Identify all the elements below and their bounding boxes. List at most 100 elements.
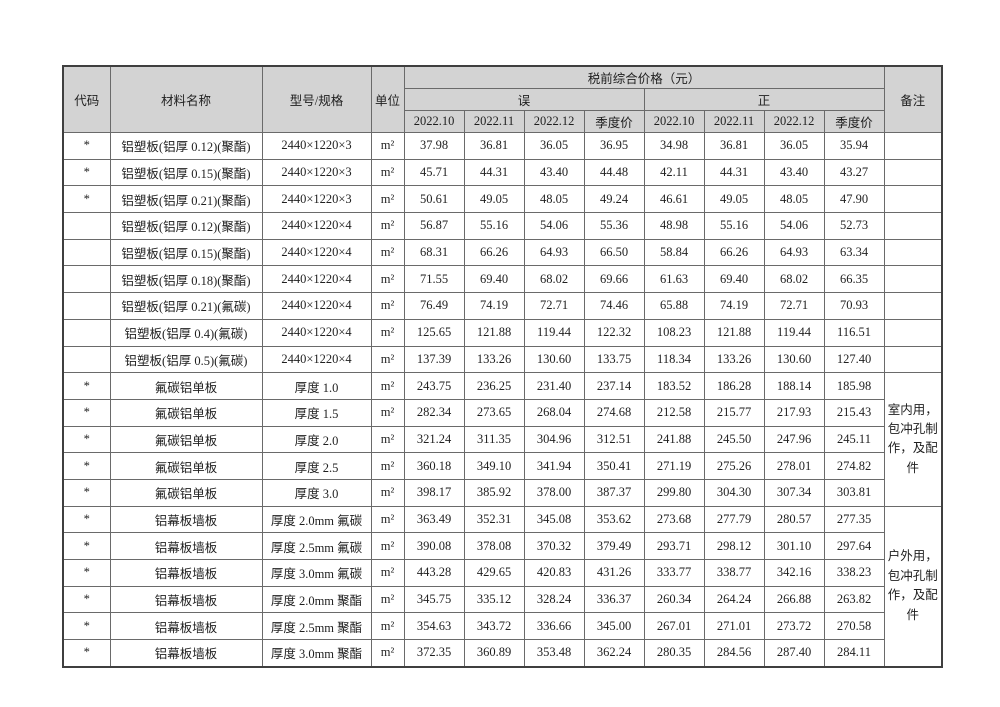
correct-price-cell: 304.30 — [703, 478, 765, 507]
code-cell: * — [62, 158, 111, 187]
unit-cell: m² — [370, 398, 405, 427]
remark-cell — [883, 292, 943, 320]
code-cell: * — [62, 559, 111, 587]
correct-price-cell: 264.24 — [703, 585, 765, 614]
wrong-price-cell: 378.08 — [463, 532, 525, 560]
wrong-price-cell: 274.68 — [583, 398, 645, 427]
correct-price-cell: 267.01 — [643, 612, 705, 641]
correct-price-cell: 260.34 — [643, 585, 705, 614]
wrong-price-cell: 231.40 — [523, 372, 585, 400]
unit-cell: m² — [370, 318, 405, 347]
wrong-price-cell: 133.75 — [583, 345, 645, 374]
material-cell: 氟碳铝单板 — [109, 478, 263, 507]
wrong-price-cell: 36.05 — [523, 132, 585, 160]
spec-cell: 厚度 3.0 — [261, 478, 372, 507]
code-cell: * — [62, 452, 111, 480]
table-row: * 铝塑板(铝厚 0.21)(聚酯) 2440×1220×3 m² 50.61 49.05… — [62, 185, 943, 214]
wrong-price-cell: 37.98 — [403, 132, 465, 160]
unit-cell: m² — [370, 212, 405, 240]
correct-price-cell: 183.52 — [643, 372, 705, 400]
wrong-price-cell: 55.36 — [583, 212, 645, 240]
correct-price-cell: 342.16 — [763, 559, 825, 587]
material-cell: 氟碳铝单板 — [109, 372, 263, 400]
table-row: * 铝塑板(铝厚 0.12)(聚酯) 2440×1220×3 m² 37.98 36.81… — [62, 132, 943, 160]
remark-cell: 室内用，包冲孔制作，及配件 — [883, 372, 943, 507]
correct-price-cell: 63.34 — [823, 238, 885, 267]
wrong-price-cell: 378.00 — [523, 478, 585, 507]
wrong-price-cell: 68.31 — [403, 238, 465, 267]
material-cell: 铝塑板(铝厚 0.4)(氟碳) — [109, 318, 263, 347]
correct-price-cell: 72.71 — [763, 292, 825, 320]
wrong-price-cell: 353.62 — [583, 505, 645, 534]
correct-price-cell: 245.11 — [823, 425, 885, 454]
correct-price-cell: 263.82 — [823, 585, 885, 614]
correct-price-cell: 297.64 — [823, 532, 885, 560]
table-row: * 氟碳铝单板 厚度 1.0 m² 243.75 236.25 231.40 237.14 18… — [62, 372, 943, 507]
correct-price-cell: 127.40 — [823, 345, 885, 374]
correct-price-cell: 35.94 — [823, 132, 885, 160]
unit-cell: m² — [370, 158, 405, 187]
wrong-price-cell: 44.31 — [463, 158, 525, 187]
spec-cell: 2440×1220×4 — [261, 292, 372, 320]
wrong-price-cell: 72.71 — [523, 292, 585, 320]
header-wrong-month-1: 2022.10 — [403, 110, 465, 133]
correct-price-cell: 47.90 — [823, 185, 885, 214]
unit-cell: m² — [370, 505, 405, 534]
material-cell: 氟碳铝单板 — [109, 452, 263, 480]
wrong-price-cell: 390.08 — [403, 532, 465, 560]
material-cell: 铝幕板墙板 — [109, 612, 263, 641]
wrong-price-cell: 56.87 — [403, 212, 465, 240]
wrong-price-cell: 345.00 — [583, 612, 645, 641]
correct-price-cell: 54.06 — [763, 212, 825, 240]
table-row: 铝塑板(铝厚 0.15)(聚酯) 2440×1220×4 m² 68.31 66.26 6… — [62, 238, 943, 267]
correct-price-cell: 42.11 — [643, 158, 705, 187]
correct-price-cell: 61.63 — [643, 265, 705, 294]
code-cell: * — [62, 425, 111, 454]
correct-price-cell: 66.26 — [703, 238, 765, 267]
header-price-group: 税前综合价格（元） — [403, 65, 885, 89]
wrong-price-cell: 45.71 — [403, 158, 465, 187]
wrong-price-cell: 349.10 — [463, 452, 525, 480]
correct-price-cell: 108.23 — [643, 318, 705, 347]
header-remark: 备注 — [883, 65, 943, 133]
correct-price-cell: 277.79 — [703, 505, 765, 534]
correct-price-cell: 58.84 — [643, 238, 705, 267]
correct-price-cell: 247.96 — [763, 425, 825, 454]
unit-cell: m² — [370, 612, 405, 641]
code-cell: * — [62, 372, 111, 400]
wrong-price-cell: 385.92 — [463, 478, 525, 507]
unit-cell: m² — [370, 452, 405, 480]
spec-cell: 2440×1220×4 — [261, 345, 372, 374]
remark-cell — [883, 318, 943, 347]
material-cell: 铝塑板(铝厚 0.15)(聚酯) — [109, 158, 263, 187]
material-cell: 铝幕板墙板 — [109, 639, 263, 668]
wrong-price-cell: 429.65 — [463, 559, 525, 587]
spec-cell: 厚度 2.5mm 聚酯 — [261, 612, 372, 641]
wrong-price-cell: 273.65 — [463, 398, 525, 427]
spec-cell: 厚度 2.0mm 聚酯 — [261, 585, 372, 614]
unit-cell: m² — [370, 532, 405, 560]
remark-cell — [883, 345, 943, 374]
correct-price-cell: 275.26 — [703, 452, 765, 480]
table-row: * 氟碳铝单板 厚度 2.0 m² 321.24 311.35 304.96 312.51 24… — [62, 425, 942, 454]
wrong-price-cell: 352.31 — [463, 505, 525, 534]
unit-cell: m² — [370, 238, 405, 267]
correct-price-cell: 333.77 — [643, 559, 705, 587]
code-cell: * — [62, 505, 111, 534]
correct-price-cell: 121.88 — [703, 318, 765, 347]
table-row: * 铝塑板(铝厚 0.15)(聚酯) 2440×1220×3 m² 45.71 44.31… — [62, 158, 943, 187]
wrong-price-cell: 130.60 — [523, 345, 585, 374]
unit-cell: m² — [370, 585, 405, 614]
correct-price-cell: 280.57 — [763, 505, 825, 534]
wrong-price-cell: 237.14 — [583, 372, 645, 400]
correct-price-cell: 46.61 — [643, 185, 705, 214]
correct-price-cell: 277.35 — [823, 505, 885, 534]
wrong-price-cell: 443.28 — [403, 559, 465, 587]
spec-cell: 厚度 1.5 — [261, 398, 372, 427]
wrong-price-cell: 362.24 — [583, 639, 645, 668]
correct-price-cell: 212.58 — [643, 398, 705, 427]
correct-price-cell: 303.81 — [823, 478, 885, 507]
correct-price-cell: 118.34 — [643, 345, 705, 374]
spec-cell: 2440×1220×4 — [261, 238, 372, 267]
